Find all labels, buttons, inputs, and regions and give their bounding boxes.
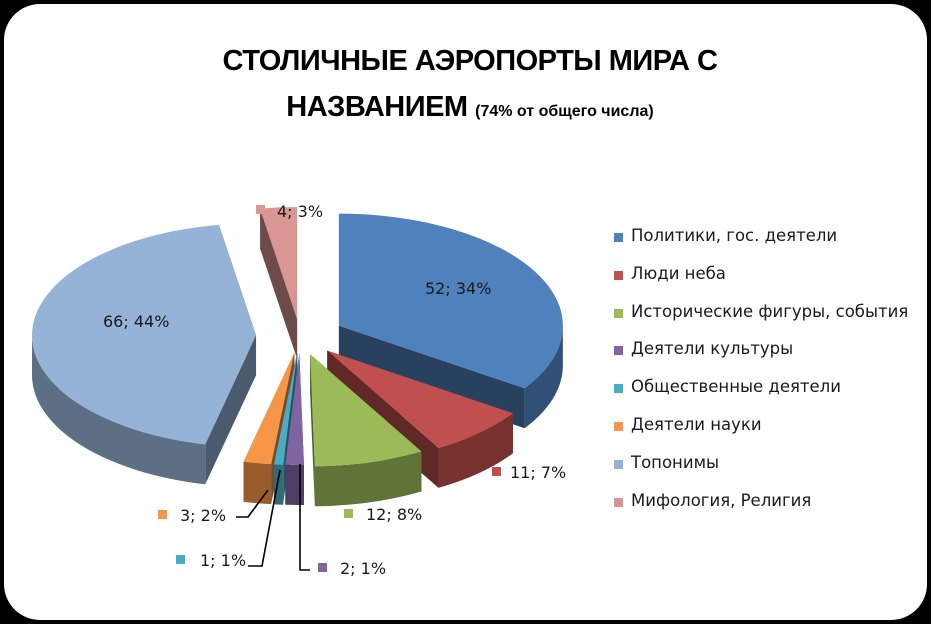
data-label-obshchestvennye: 1; 1% [176, 469, 281, 570]
legend-swatch [614, 346, 623, 356]
data-label-nauka: 3; 2% [158, 489, 269, 525]
pie-slice-toponimy [32, 224, 257, 485]
legend-label: Топонимы [631, 452, 720, 472]
chart-subtitle: (74% от общего числа) [475, 103, 654, 120]
legend-swatch [614, 384, 623, 394]
svg-text:3; 2%: 3; 2% [180, 506, 226, 525]
svg-text:11; 7%: 11; 7% [510, 463, 566, 482]
svg-text:66; 44%: 66; 44% [103, 312, 169, 331]
chart-legend: Политики, гос. деятели Люди неба Историчес… [612, 226, 922, 528]
legend-label: Деятели науки [631, 414, 762, 434]
chart-title-main: НАЗВАНИЕМ [286, 91, 468, 123]
legend-item-obshchestvennye: Общественные деятели [612, 377, 922, 415]
svg-text:1; 1%: 1; 1% [200, 551, 246, 570]
legend-item-nauka: Деятели науки [612, 415, 922, 453]
legend-label: Мифология, Религия [631, 490, 812, 510]
legend-swatch [614, 270, 623, 280]
chart-title-line1: СТОЛИЧНЫЕ АЭРОПОРТЫ МИРА С [222, 45, 718, 77]
svg-text:52; 34%: 52; 34% [425, 279, 491, 298]
legend-label: Деятели культуры [631, 339, 794, 359]
legend-swatch [614, 459, 623, 469]
legend-swatch [614, 233, 623, 242]
data-label-istoricheskie: 12; 8% [344, 505, 422, 524]
legend-item-istoricheskie: Исторические фигуры, события [612, 302, 922, 340]
legend-item-toponimy: Топонимы [612, 453, 922, 491]
legend-item-kultura: Деятели культуры [612, 339, 922, 377]
chart-title-line2: НАЗВАНИЕМ (74% от общего числа) [0, 84, 931, 135]
legend-label: Исторические фигуры, события [631, 301, 909, 321]
svg-text:4; 3%: 4; 3% [277, 202, 323, 221]
legend-label: Люди неба [631, 263, 726, 283]
pie-slice-mifologiya [260, 207, 298, 360]
legend-item-lyudi-neba: Люди неба [612, 264, 922, 302]
legend-swatch [614, 421, 623, 431]
data-label-toponimy: 66; 44% [103, 312, 169, 331]
legend-label: Политики, гос. деятели [631, 226, 838, 245]
legend-item-politiki: Политики, гос. деятели [612, 226, 922, 264]
legend-label: Общественные деятели [631, 377, 841, 397]
legend-swatch [614, 497, 623, 507]
legend-swatch [614, 308, 623, 318]
legend-item-mifologiya: Мифология, Религия [612, 491, 922, 529]
chart-title: СТОЛИЧНЫЕ АЭРОПОРТЫ МИРА С НАЗВАНИЕМ (74… [0, 38, 931, 135]
svg-text:2; 1%: 2; 1% [340, 559, 386, 578]
data-label-kultura: 2; 1% [299, 464, 386, 578]
data-label-mifologiya: 4; 3% [256, 202, 323, 221]
svg-text:12; 8%: 12; 8% [366, 505, 422, 524]
data-label-lyudi-neba: 11; 7% [492, 463, 566, 482]
data-label-politiki: 52; 34% [425, 279, 491, 298]
pie-slice-istoricheskie [310, 354, 422, 507]
